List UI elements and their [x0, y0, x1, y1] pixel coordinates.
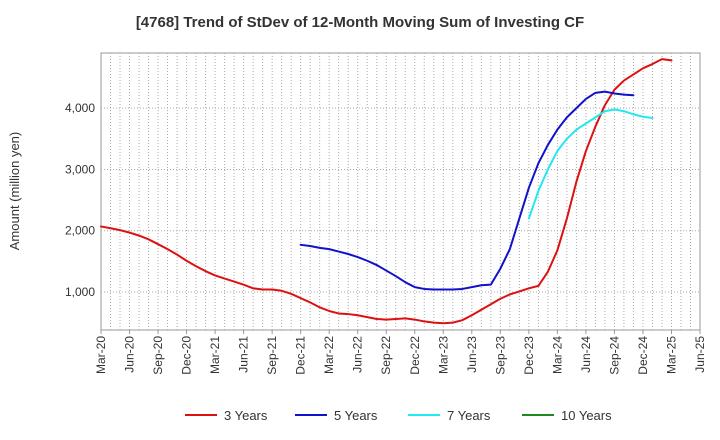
series-line-3-years — [100, 58, 673, 325]
x-tick-label: Dec-23 — [522, 336, 536, 375]
x-tick-label: Mar-21 — [208, 336, 222, 374]
x-tick-label: Jun-24 — [579, 336, 593, 373]
series-lines — [100, 58, 673, 325]
x-tick-label: Jun-20 — [123, 336, 137, 373]
y-tick-label: 3,000 — [65, 162, 95, 176]
x-tick-label: Mar-25 — [664, 336, 678, 374]
grid-lines — [101, 53, 700, 330]
x-tick-label: Mar-20 — [94, 336, 108, 374]
y-axis-ticks: 1,000 2,000 3,000 4,000 — [65, 101, 95, 299]
y-tick-label: 4,000 — [65, 101, 95, 115]
x-tick-label: Sep-20 — [151, 336, 165, 375]
series-line-5-years — [299, 90, 635, 291]
x-tick-label: Dec-20 — [180, 336, 194, 375]
plot-area-border — [100, 52, 701, 331]
x-tick-label: Sep-21 — [265, 336, 279, 375]
x-axis-ticks: Mar-20 Jun-20 Sep-20 Dec-20 Mar-21 Jun-21 Sep-… — [94, 330, 707, 375]
x-tick-label: Sep-24 — [607, 336, 621, 375]
x-tick-label: Dec-24 — [636, 336, 650, 375]
x-tick-label: Mar-24 — [550, 336, 564, 374]
legend: 3 Years 5 Years 7 Years 10 Years — [185, 408, 612, 423]
x-tick-label: Dec-21 — [294, 336, 308, 375]
y-axis-title: Amount (million yen) — [7, 132, 22, 251]
x-tick-label: Sep-23 — [493, 336, 507, 375]
x-tick-label: Jun-22 — [351, 336, 365, 373]
x-tick-label: Mar-22 — [322, 336, 336, 374]
x-tick-label: Jun-21 — [237, 336, 251, 373]
x-tick-label: Jun-23 — [465, 336, 479, 373]
x-tick-label: Dec-22 — [408, 336, 422, 375]
legend-label: 10 Years — [561, 408, 612, 423]
x-tick-label: Mar-23 — [436, 336, 450, 374]
y-tick-label: 1,000 — [65, 285, 95, 299]
series-line-7-years — [527, 108, 654, 220]
x-tick-label: Jun-25 — [693, 336, 707, 373]
legend-label: 3 Years — [224, 408, 268, 423]
y-tick-label: 2,000 — [65, 224, 95, 238]
x-tick-label: Sep-22 — [379, 336, 393, 375]
chart-title: [4768] Trend of StDev of 12-Month Moving… — [135, 14, 585, 31]
legend-label: 7 Years — [447, 408, 491, 423]
legend-label: 5 Years — [334, 408, 378, 423]
